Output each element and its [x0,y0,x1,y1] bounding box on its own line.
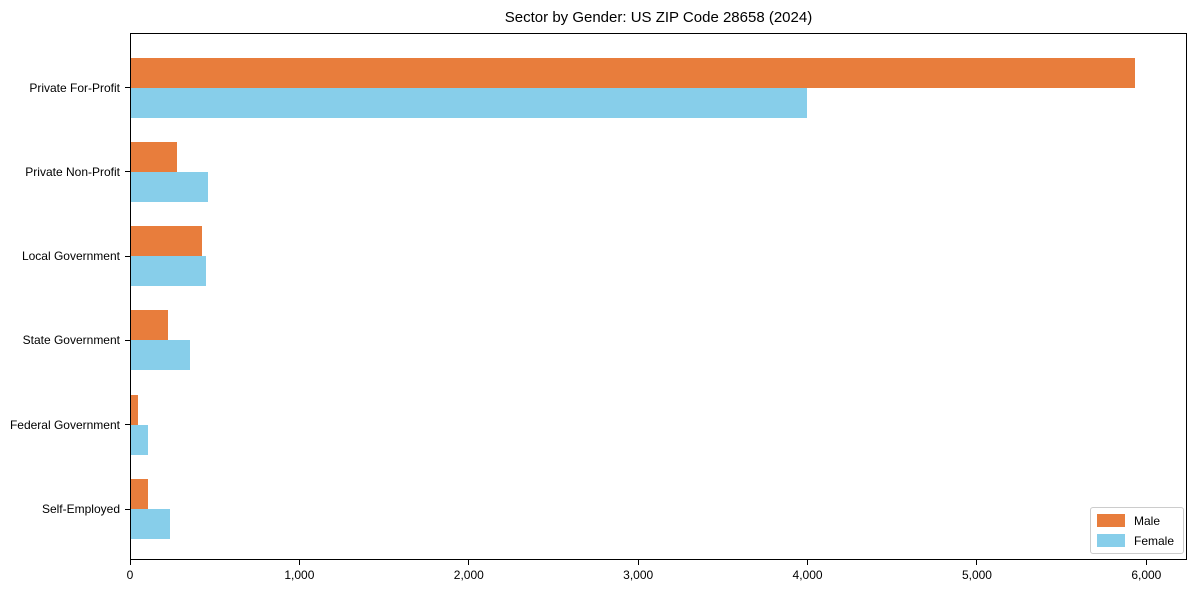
y-axis-label-local-government: Local Government [21,249,120,264]
y-axis-label-federal-government: Federal Government [9,417,120,432]
x-tick-0 [129,560,131,565]
y-axis-label-private-non-profit: Private Non-Profit [25,164,120,179]
bar-male-private-non-profit [131,141,177,172]
y-axis-label-private-for-profit: Private For-Profit [29,80,120,95]
x-axis-label-4000: 4,000 [792,568,823,582]
legend-item-male: Male [1097,513,1174,528]
bar-female-private-for-profit [131,87,807,118]
y-tick-federal-government [125,424,130,426]
bar-female-private-non-profit [131,171,208,202]
bar-female-state-government [131,340,190,371]
legend-item-female: Female [1097,533,1174,548]
bar-female-federal-government [131,424,148,455]
legend-label-male: Male [1134,513,1161,528]
x-tick-4000 [807,560,809,565]
bar-male-self-employed [131,479,148,509]
chart-title: Sector by Gender: US ZIP Code 28658 (202… [504,9,813,26]
legend-label-female: Female [1134,533,1175,548]
legend-swatch-female [1097,534,1125,547]
bar-male-private-for-profit [131,57,1135,88]
bar-female-self-employed [131,509,170,539]
y-tick-self-employed [125,508,130,510]
legend: Male Female [1090,507,1185,554]
bar-female-local-government [131,256,206,287]
x-axis-label-6000: 6,000 [1131,568,1162,582]
x-axis-label-0: 0 [126,568,134,582]
y-tick-local-government [125,255,130,257]
x-tick-5000 [976,560,978,565]
x-axis-label-5000: 5,000 [961,568,992,582]
x-axis-label-2000: 2,000 [453,568,484,582]
x-tick-6000 [1145,560,1147,565]
legend-swatch-male [1097,514,1125,527]
y-tick-private-for-profit [125,87,130,88]
y-axis-label-self-employed: Self-Employed [41,502,120,516]
bar-male-federal-government [131,394,138,425]
y-tick-private-non-profit [125,171,130,173]
x-axis-label-1000: 1,000 [284,568,315,582]
x-tick-3000 [637,560,639,565]
y-tick-state-government [125,339,130,341]
bar-male-state-government [131,310,168,341]
bar-male-local-government [131,226,202,257]
y-axis-label-state-government: State Government [22,333,120,348]
x-tick-2000 [468,560,470,565]
plot-area [130,33,1187,560]
x-axis-label-3000: 3,000 [623,568,654,582]
x-tick-1000 [298,560,300,565]
